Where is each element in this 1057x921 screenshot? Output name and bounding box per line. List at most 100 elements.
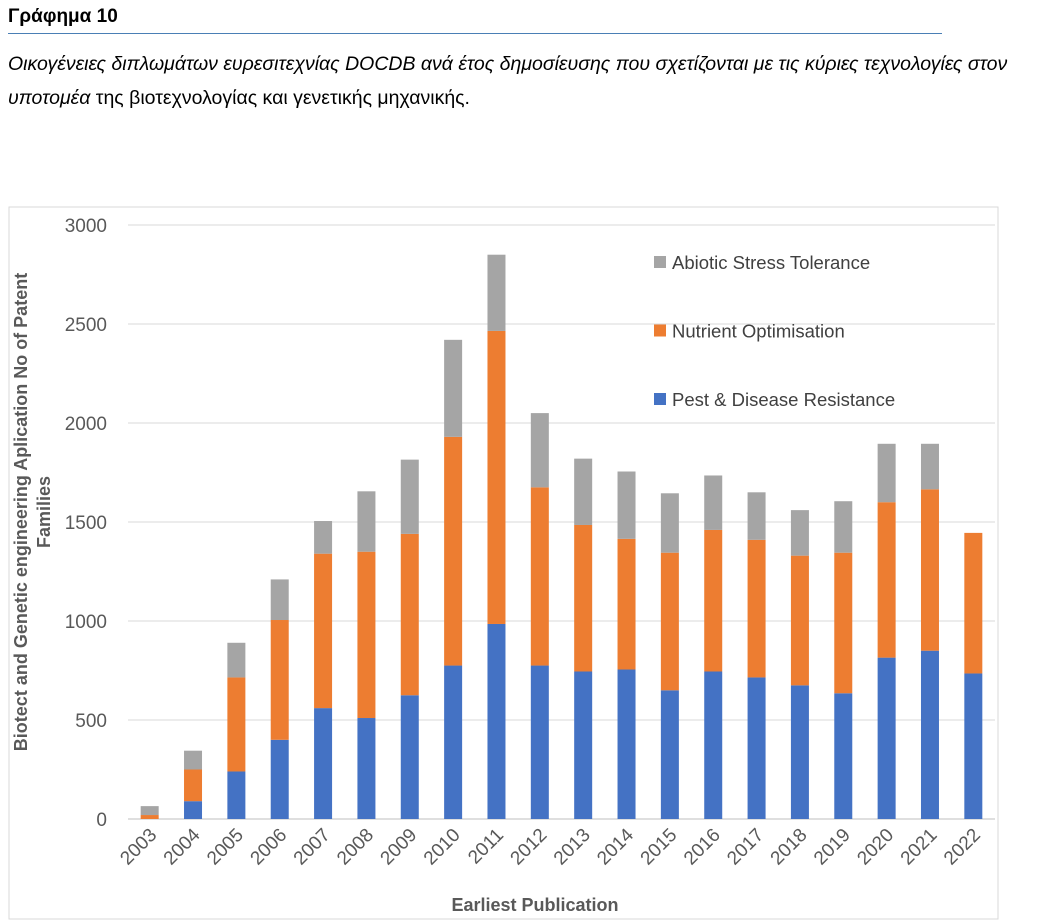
legend-label: Nutrient Optimisation	[672, 321, 845, 342]
bar-segment	[357, 551, 376, 719]
bar-segment	[487, 254, 506, 331]
legend: Abiotic Stress Tolerance Nutrient Optimis…	[654, 252, 895, 410]
legend-swatch	[654, 324, 666, 337]
x-tick-label: 2004	[160, 824, 205, 869]
x-tick-label: 2015	[637, 825, 682, 870]
x-tick-label: 2012	[507, 825, 552, 870]
x-tick-label: 2019	[810, 825, 855, 870]
x-tick-label: 2014	[593, 824, 638, 869]
bar-segment	[920, 650, 939, 819]
y-axis-title-line2: Families	[34, 476, 54, 548]
bar-segment	[574, 524, 593, 672]
bar-segment	[270, 620, 289, 740]
bar-segment	[964, 673, 983, 819]
bar-segment	[530, 487, 549, 666]
bar-segment	[444, 339, 463, 437]
bar-segment	[877, 657, 896, 819]
y-tick-label: 2000	[65, 414, 107, 435]
bar-segment	[834, 552, 853, 694]
x-tick-label: 2008	[333, 825, 378, 870]
bar-segment	[140, 815, 159, 819]
bar-segment	[617, 471, 636, 539]
x-tick-label: 2009	[377, 825, 422, 870]
chart-frame	[8, 206, 999, 920]
bar-segment	[660, 493, 679, 553]
y-tick-label: 1000	[65, 612, 107, 633]
bar-segment	[530, 413, 549, 488]
bar-segment	[227, 677, 246, 772]
x-tick-label: 2005	[203, 825, 248, 870]
bar-segment	[574, 671, 593, 819]
bar-segment	[227, 771, 246, 819]
bar-segment	[444, 436, 463, 666]
bar-segment	[790, 555, 809, 686]
bar-segment	[314, 708, 333, 819]
bar-segment	[314, 553, 333, 709]
bar-segment	[487, 330, 506, 624]
bar-segment	[314, 521, 333, 554]
y-tick-labels: 0 500 1000 1500 2000 2500 3000	[65, 216, 107, 831]
x-tick-label: 2017	[723, 825, 768, 870]
chart-caption: Οικογένειες διπλωμάτων ευρεσιτεχνίας DOC…	[8, 47, 1053, 115]
bar-segment	[660, 690, 679, 819]
legend-swatch	[654, 393, 666, 405]
chart-heading: Γράφημα 10	[8, 6, 118, 27]
bar-segment	[357, 718, 376, 819]
x-tick-label: 2006	[247, 825, 292, 870]
bar-segment	[400, 459, 419, 534]
bar-segment	[660, 552, 679, 691]
x-tick-label: 2010	[420, 825, 465, 870]
caption-italic-text: Οικογένειες διπλωμάτων ευρεσιτεχνίας DOC…	[8, 53, 1008, 109]
y-axis-title-line1: Biotect and Genetic engineering Aplicati…	[11, 273, 31, 751]
x-tick-label: 2011	[464, 825, 508, 869]
bar-segment	[747, 539, 766, 678]
bar-segment	[704, 671, 723, 819]
legend-label: Pest & Disease Resistance	[672, 389, 895, 410]
legend-swatch	[654, 256, 666, 268]
bar-segment	[834, 693, 853, 819]
bar-segment	[184, 801, 203, 819]
legend-label: Abiotic Stress Tolerance	[672, 252, 870, 273]
caption-plain-text: της βιοτεχνολογίας και γενετικής μηχανικ…	[90, 87, 470, 109]
bar-segment	[574, 458, 593, 525]
bar-segment	[877, 443, 896, 503]
y-tick-label: 2500	[65, 315, 107, 336]
bar-segment	[704, 475, 723, 530]
bar-segment	[920, 489, 939, 651]
bar-segment	[790, 685, 809, 819]
x-tick-label: 2021	[897, 825, 942, 870]
x-tick-label: 2022	[940, 825, 985, 870]
bar-segment	[704, 529, 723, 672]
x-tick-label: 2003	[116, 825, 161, 870]
bar-segment	[357, 491, 376, 552]
bar-segment	[920, 443, 939, 490]
x-tick-label: 2013	[550, 825, 595, 870]
bar-segment	[790, 510, 809, 556]
bar-segment	[227, 642, 246, 678]
gridlines	[128, 224, 995, 820]
x-tick-label: 2007	[290, 825, 335, 870]
bar-segment	[617, 538, 636, 670]
bar-segment	[530, 665, 549, 819]
bar-segment	[964, 532, 983, 674]
bar-segment	[270, 739, 289, 819]
bar-segment	[747, 677, 766, 819]
heading-divider	[8, 33, 942, 34]
y-tick-label: 500	[75, 711, 107, 732]
bar-segment	[444, 665, 463, 819]
bar-segment	[400, 533, 419, 696]
y-tick-label: 0	[96, 810, 107, 831]
x-axis-title: Earliest Publication	[451, 895, 618, 915]
bars	[140, 254, 983, 819]
bar-segment	[617, 669, 636, 819]
y-tick-label: 3000	[65, 216, 107, 237]
x-tick-label: 2018	[767, 825, 812, 870]
bar-segment	[140, 806, 159, 816]
bar-segment	[184, 750, 203, 770]
x-tick-label: 2020	[853, 825, 898, 870]
bar-segment	[487, 623, 506, 819]
x-tick-label: 2016	[680, 825, 725, 870]
bar-segment	[184, 769, 203, 802]
